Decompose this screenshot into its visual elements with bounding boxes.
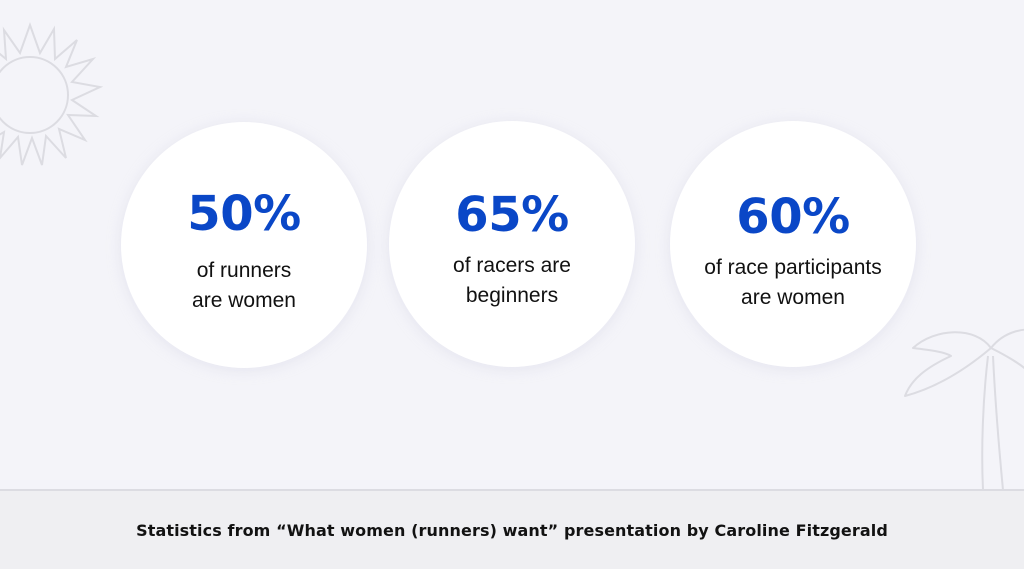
stat-value: 50% [187, 186, 301, 242]
palm-tree-icon [904, 328, 1024, 491]
source-caption: Statistics from “What women (runners) wa… [136, 520, 888, 540]
stat-value: 65% [455, 187, 569, 243]
stat-card-participants-women: 60% of race participants are women [670, 121, 916, 367]
sun-icon [0, 22, 104, 166]
footer-band: Statistics from “What women (runners) wa… [0, 489, 1024, 569]
stat-card-racers-beginners: 65% of racers are beginners [389, 121, 635, 367]
stat-label: of race participants are women [704, 256, 882, 309]
stat-value: 60% [736, 189, 850, 245]
stat-label: of runners are women [192, 259, 296, 312]
stat-label: of racers are beginners [453, 254, 571, 307]
stat-card-runners-women: 50% of runners are women [121, 122, 367, 368]
